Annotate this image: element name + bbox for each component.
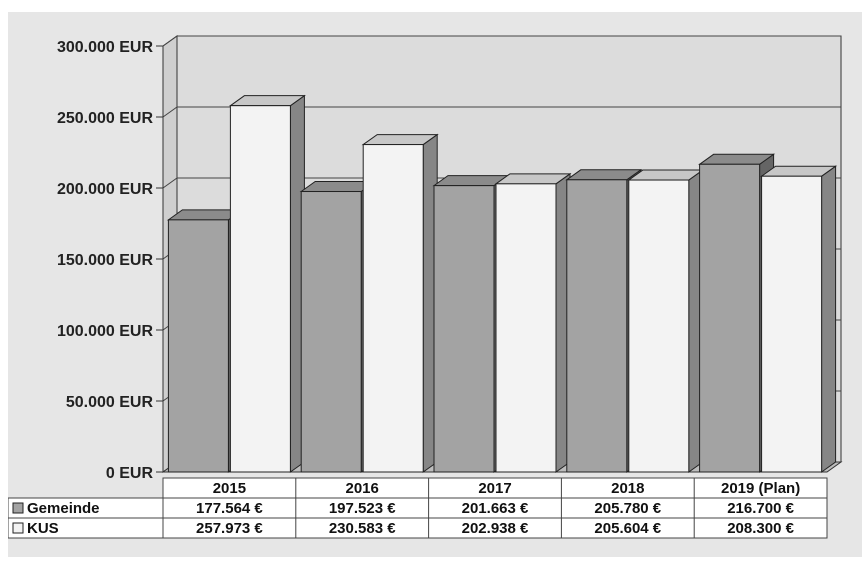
table-cell: 230.583 €	[329, 520, 396, 537]
bar-side	[821, 165, 837, 473]
x-category-label: 2015	[213, 480, 246, 497]
bar-gemeinde	[433, 185, 495, 473]
bar-gemeinde	[566, 179, 628, 473]
bar-chart: 0 EUR 50.000 EUR 100.000 EUR 150.000 EUR 200…	[8, 35, 843, 539]
table-body	[162, 477, 828, 539]
table-cell: 205.780 €	[594, 500, 661, 517]
bar-kus	[229, 105, 291, 473]
y-tick-label: 0 EUR	[106, 465, 154, 482]
bar-kus	[628, 179, 690, 473]
legend-label: KUS	[27, 520, 59, 537]
y-tick-label: 200.000 EUR	[57, 181, 154, 198]
bar-kus	[495, 183, 557, 473]
bar-top	[361, 134, 439, 146]
y-tick-label: 100.000 EUR	[57, 323, 154, 340]
legend-marker-kus	[12, 522, 24, 534]
table-cell: 205.604 €	[594, 520, 661, 537]
y-tick-label: 150.000 EUR	[57, 252, 154, 269]
bar-gemeinde	[699, 163, 761, 473]
table-cell: 202.938 €	[462, 520, 529, 537]
x-category-label: 2019 (Plan)	[721, 480, 800, 497]
y-tick-label: 300.000 EUR	[57, 39, 154, 56]
table-cell: 177.564 €	[196, 500, 263, 517]
table-cell: 201.663 €	[462, 500, 529, 517]
bar-gemeinde	[300, 191, 362, 473]
gridline	[162, 106, 841, 118]
bar-top	[698, 153, 776, 165]
table-cell: 257.973 €	[196, 520, 263, 537]
chart-panel: 0 EUR 50.000 EUR 100.000 EUR 150.000 EUR 200…	[8, 12, 862, 557]
x-category-label: 2016	[346, 480, 379, 497]
bar-top	[565, 169, 643, 181]
table-cell: 197.523 €	[329, 500, 396, 517]
table-cell: 216.700 €	[727, 500, 794, 517]
bar-top	[494, 173, 572, 185]
x-category-label: 2018	[611, 480, 644, 497]
bar-top	[627, 169, 705, 181]
x-category-label: 2017	[478, 480, 511, 497]
y-tick-label: 50.000 EUR	[66, 394, 154, 411]
legend-marker-gemeinde	[12, 502, 24, 514]
bar-gemeinde	[167, 219, 229, 473]
table-cell: 208.300 €	[727, 520, 794, 537]
bar-top	[760, 165, 838, 177]
y-tick-label: 250.000 EUR	[57, 110, 154, 127]
bar-kus	[362, 144, 424, 473]
gridline	[162, 35, 841, 47]
bar-top	[228, 95, 306, 107]
legend-label: Gemeinde	[27, 500, 100, 517]
bar-kus	[761, 175, 823, 473]
